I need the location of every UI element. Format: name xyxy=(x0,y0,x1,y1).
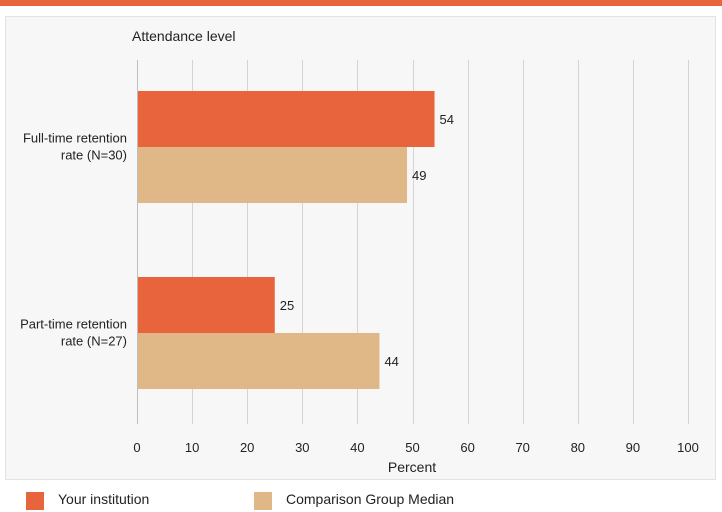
legend-swatch-comparison-group-median xyxy=(254,492,272,510)
category-labels: Full-time retention rate (N=30) Part-time … xyxy=(20,131,127,349)
x-tick-label: 60 xyxy=(460,440,474,455)
chart-title: Attendance level xyxy=(132,28,236,44)
data-label: 25 xyxy=(280,298,294,313)
x-tick-label: 50 xyxy=(405,440,419,455)
category-label: Part-time retention xyxy=(20,317,127,332)
x-tick-label: 0 xyxy=(133,440,140,455)
x-tick-label: 70 xyxy=(515,440,529,455)
bar xyxy=(137,147,407,203)
x-tick-label: 100 xyxy=(677,440,699,455)
category-label: Full-time retention xyxy=(23,131,127,146)
header-accent-bar xyxy=(0,0,722,6)
legend: Your institution Comparison Group Median xyxy=(0,488,722,512)
legend-label-your-institution: Your institution xyxy=(58,491,150,507)
data-label: 44 xyxy=(384,354,398,369)
x-tick-label: 90 xyxy=(626,440,640,455)
x-tick-label: 30 xyxy=(295,440,309,455)
x-tick-label: 10 xyxy=(185,440,199,455)
bars: 54 49 25 44 xyxy=(137,91,454,389)
legend-swatch-your-institution xyxy=(26,492,44,510)
x-axis-title: Percent xyxy=(388,459,436,475)
data-label: 54 xyxy=(440,112,454,127)
data-label: 49 xyxy=(412,168,426,183)
bar-chart: Attendance level 54 49 25 44 0 10 20 30 40 50 60 7… xyxy=(20,28,699,475)
bar xyxy=(137,91,435,147)
category-label: rate (N=30) xyxy=(61,148,127,163)
bar xyxy=(137,333,380,389)
x-tick-label: 80 xyxy=(571,440,585,455)
category-label: rate (N=27) xyxy=(61,334,127,349)
bar xyxy=(137,277,275,333)
x-axis: 0 10 20 30 40 50 60 70 80 90 100 xyxy=(133,60,699,455)
x-tick-label: 20 xyxy=(240,440,254,455)
legend-label-comparison-group-median: Comparison Group Median xyxy=(286,491,455,507)
x-tick-label: 40 xyxy=(350,440,364,455)
